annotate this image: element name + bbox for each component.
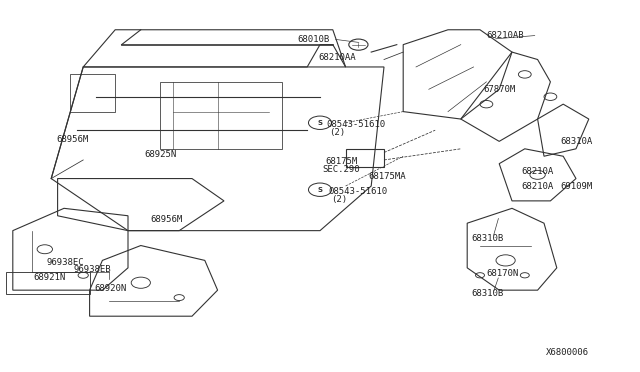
Text: 68310B: 68310B (472, 289, 504, 298)
Text: 68210AB: 68210AB (486, 31, 524, 40)
Text: S: S (317, 187, 323, 193)
Text: (2): (2) (332, 195, 348, 203)
Text: 68310B: 68310B (472, 234, 504, 243)
Text: 68956M: 68956M (56, 135, 88, 144)
Text: 68210A: 68210A (522, 182, 554, 190)
Text: 69109M: 69109M (561, 182, 593, 190)
Text: 08543-51610: 08543-51610 (326, 120, 385, 129)
Text: 68175M: 68175M (325, 157, 357, 166)
Text: 68175MA: 68175MA (368, 172, 406, 181)
Text: 68310A: 68310A (560, 137, 592, 146)
Text: 68210A: 68210A (522, 167, 554, 176)
Text: 68920N: 68920N (95, 284, 127, 293)
Text: 68210AA: 68210AA (318, 53, 356, 62)
Text: X6800006: X6800006 (546, 348, 589, 357)
Text: S: S (317, 120, 323, 126)
Text: 08543-51610: 08543-51610 (328, 187, 387, 196)
Text: 68956M: 68956M (150, 215, 182, 224)
Text: 68170N: 68170N (486, 269, 518, 278)
Text: 68921N: 68921N (33, 273, 65, 282)
Text: (2): (2) (330, 128, 346, 137)
Text: 68010B: 68010B (298, 35, 330, 44)
Text: 67870M: 67870M (483, 85, 515, 94)
Text: 96938EC: 96938EC (47, 258, 84, 267)
Text: SEC.290: SEC.290 (322, 165, 360, 174)
Text: 96938EB: 96938EB (74, 265, 111, 274)
Text: 68925N: 68925N (144, 150, 176, 159)
